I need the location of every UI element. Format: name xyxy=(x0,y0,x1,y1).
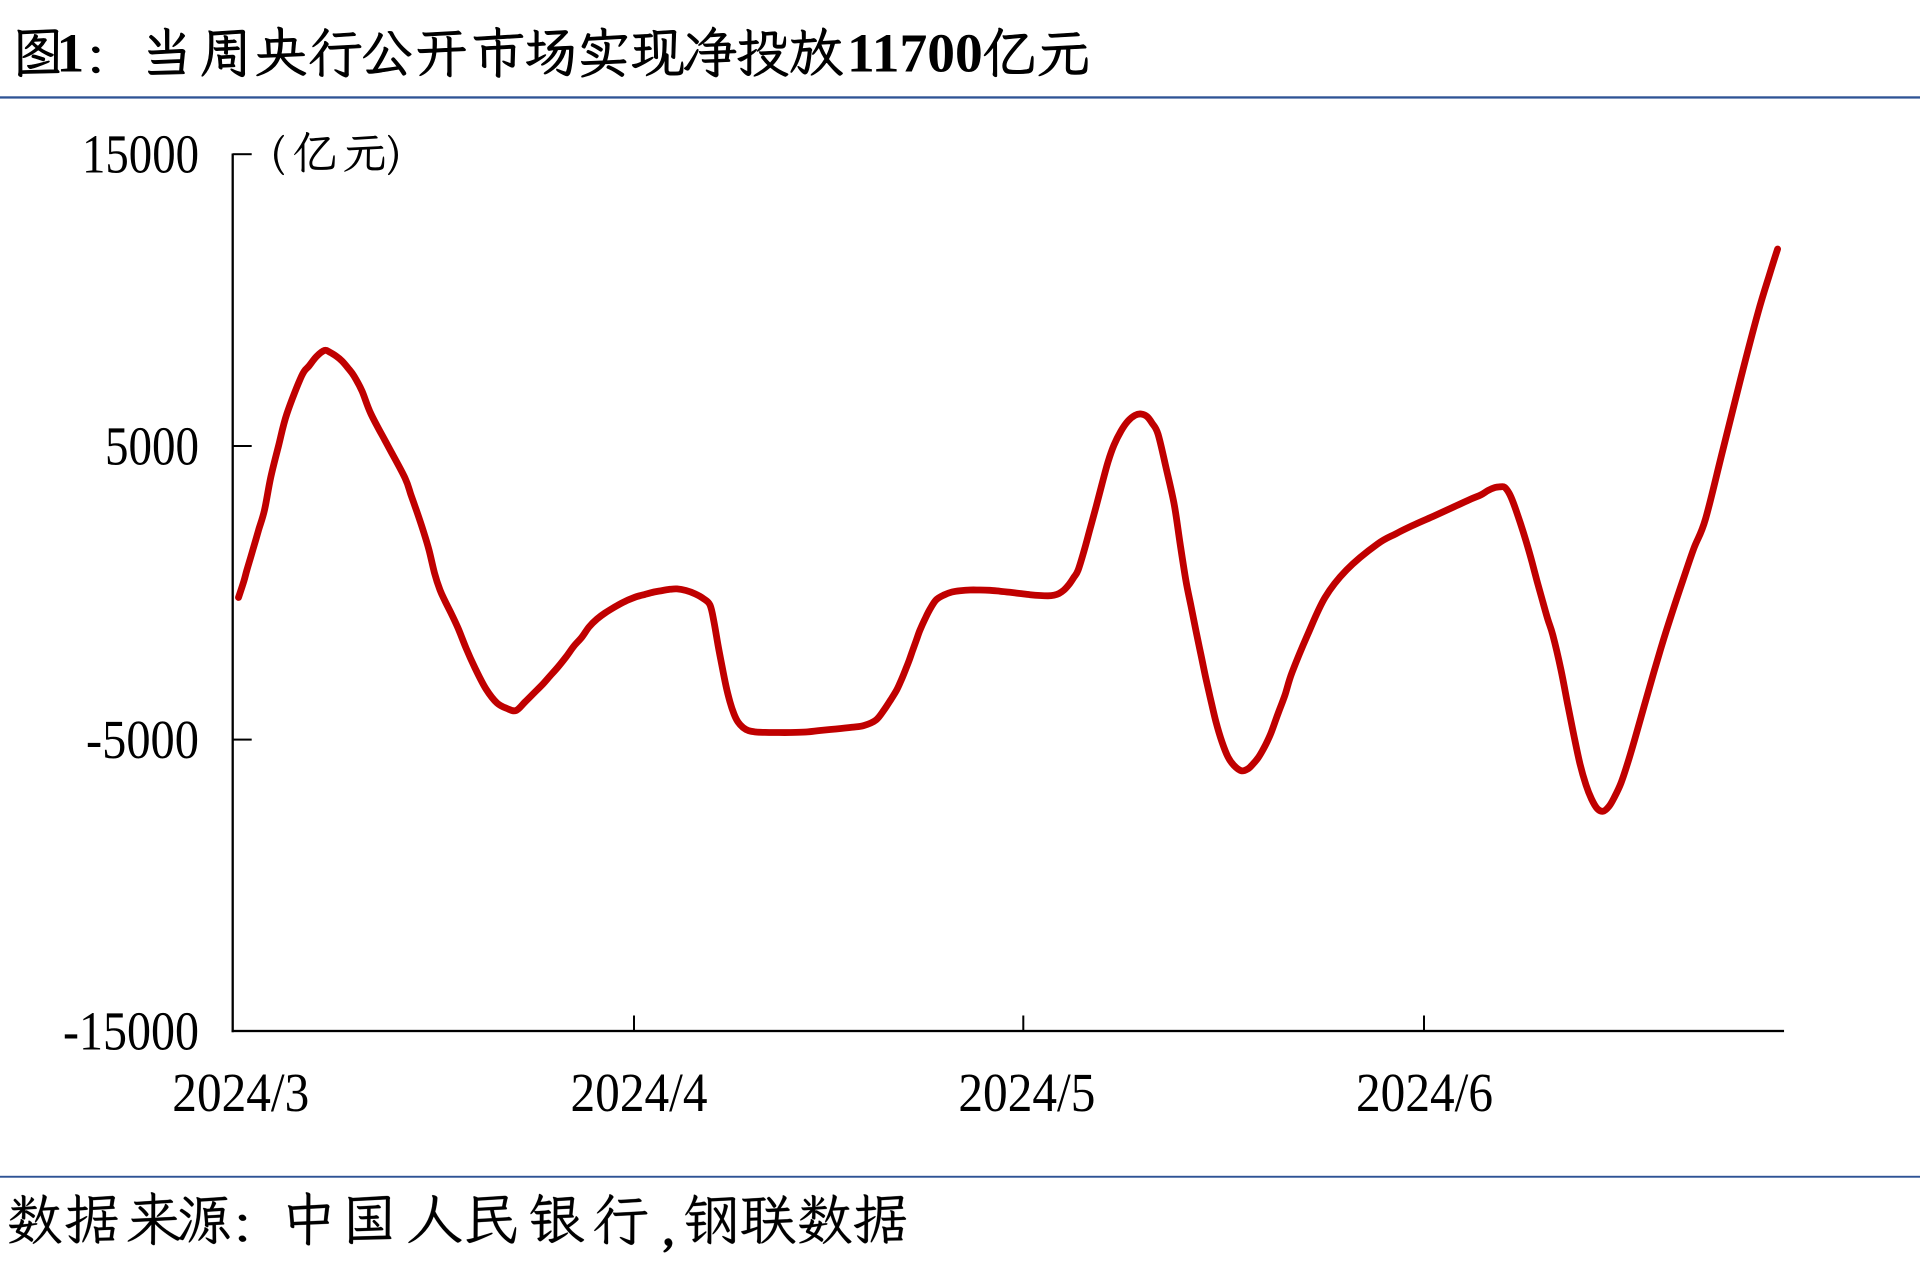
svg-text:11700: 11700 xyxy=(847,24,983,85)
svg-text:1: 1 xyxy=(57,24,85,85)
svg-text:5000: 5000 xyxy=(105,416,199,477)
svg-text:2024/4: 2024/4 xyxy=(571,1062,708,1123)
svg-text:2024/3: 2024/3 xyxy=(172,1062,309,1123)
svg-text:2024/6: 2024/6 xyxy=(1356,1062,1493,1123)
svg-text:15000: 15000 xyxy=(82,124,199,185)
svg-text:-15000: -15000 xyxy=(63,1001,199,1062)
svg-text:2024/5: 2024/5 xyxy=(958,1062,1095,1123)
svg-text:-5000: -5000 xyxy=(86,709,199,770)
